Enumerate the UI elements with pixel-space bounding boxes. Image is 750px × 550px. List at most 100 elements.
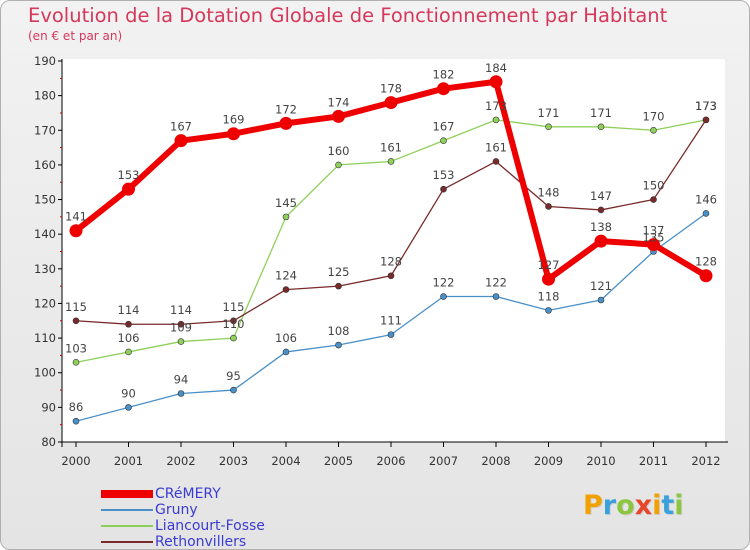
x-tick-label: 2011 bbox=[639, 454, 668, 468]
legend-label-liancourt-fosse: Liancourt-Fosse bbox=[155, 518, 265, 534]
logo-letter: P bbox=[583, 490, 603, 521]
data-label-rethonvillers: 147 bbox=[590, 189, 612, 203]
proxiti-logo: Proxiti bbox=[583, 490, 684, 521]
data-label-gruny: 146 bbox=[695, 192, 717, 206]
data-point-liancourt-fosse bbox=[72, 359, 80, 366]
data-label-cr-mery: 128 bbox=[695, 255, 717, 269]
chart-title: Evolution de la Dotation Globale de Fonc… bbox=[28, 4, 668, 27]
y-tick-label: 170 bbox=[34, 123, 56, 137]
chart-subtitle: (en € et par an) bbox=[28, 29, 123, 43]
chart-legend: CRéMERY Gruny Liancourt-Fosse Rethonvillers bbox=[101, 486, 265, 549]
data-point-cr-mery bbox=[227, 127, 240, 141]
data-point-liancourt-fosse bbox=[545, 123, 552, 131]
y-tick-label: 80 bbox=[41, 435, 56, 449]
y-tick-label: 190 bbox=[34, 54, 56, 68]
data-point-rethonvillers bbox=[440, 185, 447, 193]
data-label-gruny: 122 bbox=[433, 276, 455, 290]
data-label-rethonvillers: 161 bbox=[485, 140, 507, 154]
legend-swatch-cr-mery bbox=[101, 490, 153, 498]
data-point-gruny bbox=[125, 404, 132, 411]
data-point-gruny bbox=[492, 293, 500, 300]
data-label-gruny: 121 bbox=[590, 279, 612, 293]
data-point-cr-mery bbox=[174, 134, 188, 148]
data-label-cr-mery: 167 bbox=[170, 120, 192, 134]
data-label-rethonvillers: 173 bbox=[695, 99, 717, 113]
data-point-gruny bbox=[702, 210, 710, 217]
y-tick-label: 100 bbox=[34, 366, 56, 380]
data-point-cr-mery bbox=[437, 82, 450, 96]
logo-letter: i bbox=[652, 490, 662, 521]
data-point-cr-mery bbox=[489, 75, 503, 89]
data-label-liancourt-fosse: 171 bbox=[538, 106, 560, 120]
x-tick-label: 2003 bbox=[219, 454, 248, 468]
data-label-rethonvillers: 114 bbox=[118, 303, 140, 317]
data-label-gruny: 108 bbox=[328, 324, 350, 338]
x-tick-label: 2001 bbox=[114, 454, 143, 468]
y-tick-label: 150 bbox=[34, 193, 56, 207]
data-label-rethonvillers: 124 bbox=[275, 269, 297, 283]
x-tick-label: 2009 bbox=[534, 454, 563, 468]
data-point-liancourt-fosse bbox=[440, 137, 447, 144]
logo-letter: o bbox=[616, 490, 635, 521]
data-label-cr-mery: 178 bbox=[380, 82, 402, 96]
data-label-rethonvillers: 148 bbox=[538, 185, 560, 199]
data-point-gruny bbox=[335, 341, 342, 349]
y-tick-label: 180 bbox=[34, 89, 56, 103]
data-point-liancourt-fosse bbox=[335, 161, 342, 169]
logo-letter: t bbox=[661, 490, 675, 521]
data-label-cr-mery: 141 bbox=[65, 210, 87, 224]
legend-item-rethonvillers: Rethonvillers bbox=[101, 534, 265, 549]
data-label-gruny: 135 bbox=[643, 231, 665, 245]
data-point-cr-mery bbox=[542, 272, 555, 286]
data-label-cr-mery: 184 bbox=[485, 61, 507, 75]
data-label-liancourt-fosse: 173 bbox=[695, 99, 717, 113]
x-tick-label: 2000 bbox=[61, 454, 90, 468]
data-label-rethonvillers: 114 bbox=[170, 303, 192, 317]
plot-area bbox=[62, 59, 725, 442]
data-point-gruny bbox=[177, 390, 185, 397]
data-label-liancourt-fosse: 170 bbox=[643, 109, 665, 123]
data-point-cr-mery bbox=[699, 269, 713, 283]
data-label-liancourt-fosse: 109 bbox=[170, 321, 192, 335]
data-label-liancourt-fosse: 161 bbox=[380, 140, 402, 154]
data-point-liancourt-fosse bbox=[125, 348, 132, 356]
data-point-cr-mery bbox=[69, 224, 83, 238]
data-point-rethonvillers bbox=[230, 317, 237, 325]
y-tick-label: 120 bbox=[34, 296, 56, 310]
legend-swatch-gruny bbox=[101, 509, 153, 511]
x-tick-label: 2010 bbox=[586, 454, 615, 468]
logo-letter: i bbox=[674, 490, 684, 521]
data-point-rethonvillers bbox=[72, 317, 80, 325]
data-label-cr-mery: 127 bbox=[538, 258, 560, 272]
data-point-rethonvillers bbox=[335, 282, 342, 290]
data-point-cr-mery bbox=[594, 234, 608, 248]
legend-item-cr-mery: CRéMERY bbox=[101, 486, 265, 502]
legend-item-gruny: Gruny bbox=[101, 502, 265, 518]
x-tick-label: 2007 bbox=[429, 454, 458, 468]
legend-label-cr-mery: CRéMERY bbox=[155, 486, 221, 502]
data-label-liancourt-fosse: 173 bbox=[485, 99, 507, 113]
data-point-rethonvillers bbox=[387, 272, 395, 280]
y-tick-label: 130 bbox=[34, 262, 56, 276]
x-tick-label: 2012 bbox=[691, 454, 720, 468]
data-label-rethonvillers: 115 bbox=[223, 300, 245, 314]
data-point-gruny bbox=[282, 348, 290, 356]
data-label-rethonvillers: 150 bbox=[643, 179, 665, 193]
data-label-liancourt-fosse: 160 bbox=[328, 144, 350, 158]
data-point-rethonvillers bbox=[650, 196, 657, 203]
x-tick-label: 2005 bbox=[324, 454, 353, 468]
data-point-gruny bbox=[387, 331, 395, 338]
x-tick-label: 2004 bbox=[271, 454, 300, 468]
y-tick-label: 140 bbox=[34, 227, 56, 241]
data-label-rethonvillers: 125 bbox=[328, 265, 350, 279]
y-tick-label: 160 bbox=[34, 158, 56, 172]
data-label-liancourt-fosse: 167 bbox=[433, 120, 455, 134]
data-point-cr-mery bbox=[384, 96, 398, 110]
data-point-gruny bbox=[440, 293, 447, 300]
data-point-rethonvillers bbox=[492, 158, 500, 165]
legend-swatch-rethonvillers bbox=[101, 541, 153, 543]
data-point-liancourt-fosse bbox=[650, 126, 657, 134]
data-point-rethonvillers bbox=[282, 286, 290, 293]
legend-swatch-liancourt-fosse bbox=[101, 525, 153, 527]
